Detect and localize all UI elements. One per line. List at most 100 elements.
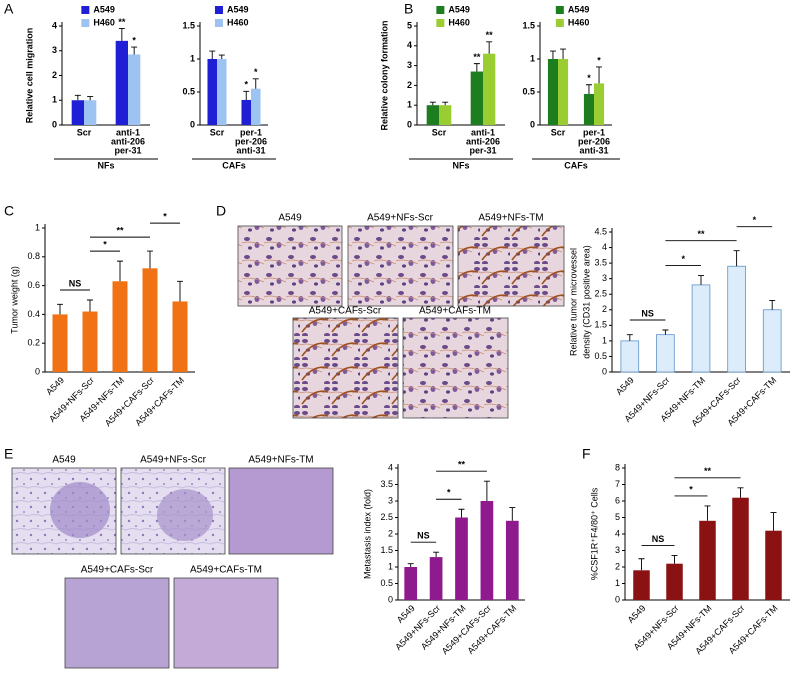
legend-swatch	[214, 6, 223, 14]
image-label: A549+NFs-TM	[248, 455, 313, 466]
significance-mark: **	[116, 225, 124, 235]
y-tick-label: 0	[52, 119, 57, 129]
error-bar	[429, 101, 436, 106]
bar	[429, 557, 443, 600]
x-tick-label: Scr	[432, 127, 447, 137]
bar	[172, 301, 188, 372]
image-label: A549+NFs-TM	[478, 213, 543, 224]
error-bar	[770, 512, 777, 531]
image-label: A549+CAFs-TM	[190, 565, 262, 576]
x-tick-label: per-31	[469, 145, 496, 155]
bar	[633, 570, 650, 600]
y-axis-label: Tumor weight (g)	[9, 266, 19, 334]
bar	[732, 497, 749, 600]
panel-label: D	[216, 203, 226, 219]
significance-mark: NS	[641, 308, 654, 318]
legend-label: H460	[448, 17, 470, 27]
significance-mark: *	[244, 80, 248, 90]
y-tick-label: 2	[388, 528, 393, 538]
significance-mark: NS	[652, 534, 665, 544]
bar	[483, 53, 496, 125]
error-bar	[737, 487, 744, 498]
tumor-region	[50, 482, 110, 538]
bar	[455, 517, 468, 600]
error-bar	[458, 508, 465, 518]
significance-mark: NS	[417, 531, 430, 541]
bar	[558, 59, 569, 125]
bar	[620, 340, 640, 373]
x-tick-label: anti-31	[236, 145, 265, 155]
bar	[583, 93, 594, 125]
y-tick-label: 2	[602, 304, 607, 314]
x-tick-label: Scr	[210, 127, 225, 137]
y-tick-label: 1.5	[380, 545, 393, 555]
image-label: A549	[52, 455, 76, 466]
bar	[207, 59, 217, 125]
chart: 0 1 2 3 4 5 Relative colony formation Scr anti-1…	[379, 4, 513, 170]
y-tick-label: 1.5	[182, 20, 195, 30]
image-label: A549+CAFs-Scr	[81, 565, 154, 576]
y-tick-label: 3	[52, 45, 57, 55]
significance-mark: *	[689, 484, 693, 494]
y-tick-label: 3	[602, 273, 607, 283]
y-tick-label: 3	[407, 60, 412, 70]
y-tick-label: 1.5	[594, 320, 607, 330]
y-tick-label: 5	[407, 20, 412, 30]
micrograph	[347, 225, 454, 307]
y-tick-label: 1	[615, 578, 620, 588]
y-tick-label: 4	[407, 40, 412, 50]
y-tick-label: 8	[615, 462, 620, 472]
error-bar	[483, 480, 490, 501]
y-tick-label: 0	[190, 119, 195, 129]
y-axis-label: density (CD31 positive area)	[581, 245, 591, 359]
bar	[142, 268, 158, 372]
significance-mark: NS	[69, 278, 82, 288]
y-tick-label: 0	[407, 119, 412, 129]
significance-mark: *	[753, 215, 757, 225]
bar	[217, 59, 227, 125]
bar	[82, 311, 98, 372]
image-label: A549+CAFs-Scr	[309, 306, 382, 317]
x-tick-label: Scr	[77, 127, 92, 137]
y-tick-label: 0.5	[182, 86, 195, 96]
error-bar	[433, 551, 440, 558]
x-tick-label: Scr	[551, 127, 566, 137]
tumor-region	[157, 489, 213, 541]
y-tick-label: 0.5	[594, 351, 607, 361]
image-panel-e: A549 A549+NFs-Scr A549+NFs-TM A549+CAFs-…	[11, 455, 334, 669]
error-bar	[147, 250, 153, 269]
bar	[112, 281, 128, 372]
y-tick-label: 1	[530, 53, 535, 63]
bar	[765, 530, 782, 600]
error-bar	[769, 299, 776, 310]
bar	[505, 520, 519, 600]
error-bar	[671, 555, 678, 564]
bar	[426, 105, 439, 125]
image-panel-d: A549 A549+NFs-Scr A549+NFs-TM A549+CAFs-…	[237, 213, 565, 419]
bar	[691, 284, 711, 373]
legend-swatch	[436, 19, 445, 27]
y-tick-label: 0.6	[27, 280, 40, 290]
bar	[666, 563, 683, 600]
panel-label: F	[582, 446, 591, 462]
y-tick-label: 1	[35, 222, 40, 232]
error-bar	[509, 507, 516, 521]
y-axis-label: %CSF1R⁺F4/80⁺ Cells	[589, 487, 599, 580]
legend-swatch	[81, 6, 90, 14]
y-tick-label: 0	[35, 366, 40, 376]
bar	[594, 83, 605, 125]
error-bar	[698, 275, 704, 285]
significance-mark: **	[697, 229, 705, 239]
legend-label: A549	[93, 4, 115, 14]
legend-swatch	[436, 6, 445, 14]
y-tick-label: 2	[52, 70, 57, 80]
legend-label: A549	[448, 4, 470, 14]
y-axis-label: Relative cell migration	[24, 28, 34, 124]
y-tick-label: 4	[52, 20, 57, 30]
y-tick-label: 7	[615, 479, 620, 489]
x-tick-label: anti-31	[579, 145, 608, 155]
legend-swatch	[555, 6, 564, 14]
x-tick-label: A549	[395, 603, 417, 625]
